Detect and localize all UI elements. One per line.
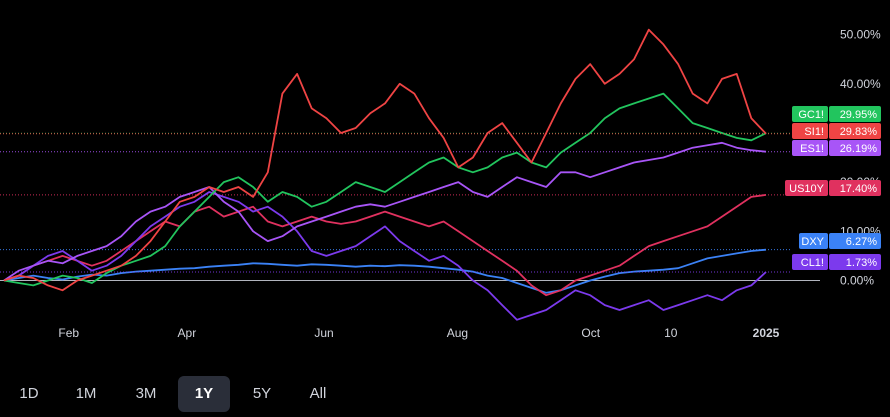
y-tick-label: 40.00% <box>840 77 881 91</box>
series-value-label: 17.40% <box>840 183 878 195</box>
series-name-label: ES1! <box>800 143 824 155</box>
series-name-label: SI1! <box>804 126 824 138</box>
y-tick-label: 0.00% <box>840 273 874 287</box>
series-name-label: US10Y <box>789 183 825 195</box>
price-tag: CL1! 1.73% <box>792 254 881 270</box>
range-button-3m[interactable]: 3M <box>135 385 157 402</box>
x-axis: Feb Apr Jun Aug Oct 10 2025 <box>58 326 779 340</box>
price-tag: US10Y 17.40% <box>785 180 881 196</box>
price-tag: SI1! 29.83% <box>792 123 881 139</box>
price-tag-value-bg <box>829 180 881 196</box>
x-tick-label: Feb <box>58 326 79 340</box>
price-tag-value-bg <box>829 233 881 249</box>
price-tags: GC1! 29.95% SI1! 29.83% ES1! 26.19% US10Y 17.40… <box>785 106 881 270</box>
series-value-label: 6.27% <box>846 236 877 248</box>
range-button-1m[interactable]: 1M <box>75 385 97 402</box>
series-line-si1 <box>3 28 767 292</box>
series-line-es1 <box>3 141 767 282</box>
series-line-cl1 <box>3 191 767 321</box>
x-tick-label: Aug <box>447 326 468 340</box>
range-button-5y[interactable]: 5Y <box>252 385 272 402</box>
price-tag-value-bg <box>829 123 881 139</box>
price-tag: DXY 6.27% <box>799 233 881 249</box>
series-line-us10y <box>3 194 767 297</box>
price-tag-name-bg <box>792 254 828 270</box>
x-tick-label: 10 <box>664 326 678 340</box>
range-button-all[interactable]: All <box>309 385 327 402</box>
series-line-dxy <box>3 248 767 294</box>
price-tag-value-bg <box>829 106 881 122</box>
price-tag-name-bg <box>799 233 828 249</box>
series-value-label: 29.95% <box>840 109 878 121</box>
series-value-label: 1.73% <box>846 257 877 269</box>
price-tag-name-bg <box>792 140 828 156</box>
x-tick-label: 2025 <box>753 326 780 340</box>
x-tick-label: Apr <box>178 326 197 340</box>
range-button-1y[interactable]: 1Y <box>178 376 230 412</box>
price-tag-value-bg <box>829 140 881 156</box>
y-tick-label: 50.00% <box>840 28 881 42</box>
series-value-label: 29.83% <box>840 126 878 138</box>
price-tag: GC1! 29.95% <box>792 106 881 122</box>
series-name-label: DXY <box>801 236 824 248</box>
series-lines <box>0 28 790 321</box>
price-tag-name-bg <box>792 106 828 122</box>
price-tag: ES1! 26.19% <box>792 140 881 156</box>
price-tag-name-bg <box>785 180 828 196</box>
x-tick-label: Oct <box>581 326 600 340</box>
time-range-bar: 1D 1M 3M 1Y 5Y All <box>0 372 890 416</box>
price-tag-name-bg <box>792 123 828 139</box>
price-tag-value-bg <box>829 254 881 270</box>
series-line-gc1 <box>3 92 767 287</box>
comparison-chart[interactable]: 0.00%10.00%20.00%30.00%40.00%50.00% FebA… <box>0 0 890 360</box>
series-name-label: GC1! <box>798 109 824 121</box>
series-name-label: CL1! <box>801 257 824 269</box>
range-button-1d[interactable]: 1D <box>19 385 39 402</box>
series-value-label: 26.19% <box>840 143 878 155</box>
x-tick-label: Jun <box>314 326 333 340</box>
